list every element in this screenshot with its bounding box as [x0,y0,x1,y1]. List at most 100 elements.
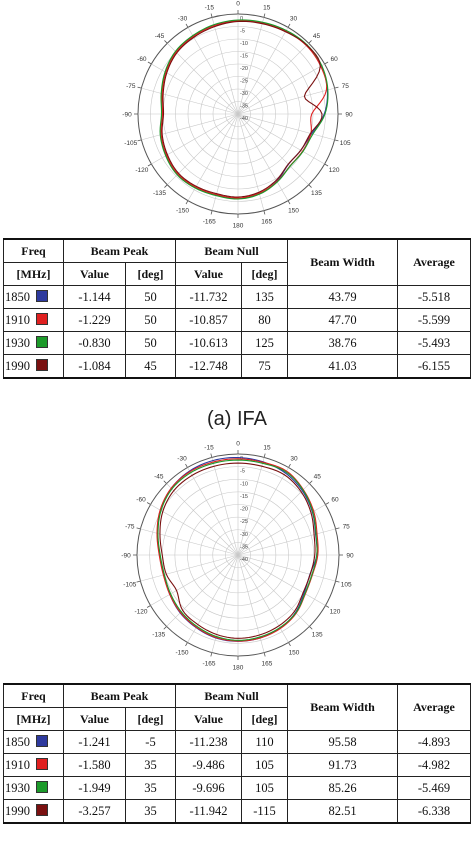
average-cell: -6.155 [397,354,471,379]
peak-value-cell: -1.229 [63,308,126,332]
polar-tick [185,463,188,468]
peak-deg-cell: 50 [125,308,176,332]
null-deg-cell: 105 [241,753,288,777]
angle-tick-label: 45 [314,473,322,480]
header-beam-peak: Beam Peak [63,683,176,708]
angle-tick-label: 180 [233,223,244,230]
angle-tick-label: 0 [236,1,240,8]
angle-tick-label: -135 [153,190,166,197]
peak-value-cell: -0.830 [63,331,126,355]
angle-tick-label: 15 [263,4,271,11]
color-swatch-red [36,312,48,325]
header-beam-null: Beam Null [175,238,288,263]
table-row: 1930 -1.949 35 -9.696 105 85.26 -5.469 [3,776,471,800]
color-swatch-green [36,335,48,348]
polar-grid-spoke [140,528,239,556]
polar-grid-spoke [237,554,289,643]
polar-grid-spoke [211,457,239,556]
peak-deg-cell: 50 [125,285,176,309]
angle-tick-label: 75 [342,83,350,90]
angle-tick-label: -120 [134,609,147,616]
polar-grid-spoke [141,87,239,115]
table-row: 1850 -1.144 50 -11.732 135 43.79 -5.518 [3,285,471,309]
polar-tick [335,527,340,530]
polar-tick [210,210,213,215]
average-cell: -5.599 [397,308,471,332]
header-beam-width: Beam Width [287,683,398,731]
color-swatch-red [36,757,48,770]
beam-width-cell: 47.70 [287,308,398,332]
angle-tick-label: -105 [124,140,137,147]
angle-tick-label: 120 [330,609,341,616]
angle-tick-label: -15 [204,444,214,451]
radial-tick-label: 0 [240,16,243,22]
peak-deg-cell: 35 [125,776,176,800]
table-row: 1910 -1.229 50 -10.857 80 47.70 -5.599 [3,308,471,332]
peak-value-cell: -1.580 [63,753,126,777]
freq-cell: 1930 [5,335,30,350]
null-value-cell: -10.857 [175,308,242,332]
null-deg-cell: 75 [241,354,288,379]
polar-grid-spoke [237,554,326,606]
radial-tick-label: -40 [240,116,248,122]
angle-tick-label: -75 [125,524,135,531]
average-cell: -6.338 [397,799,471,824]
radial-tick-label: -25 [240,79,248,85]
color-swatch-green [36,780,48,793]
beam-width-cell: 38.76 [287,331,398,355]
peak-value-cell: -1.084 [63,354,126,379]
freq-cell: 1990 [5,358,30,373]
radial-tick-label: -5 [240,29,245,35]
header-peak-value: Value [63,707,126,731]
freq-cell: 1850 [5,734,30,749]
null-value-cell: -9.486 [175,753,242,777]
polar-grid-spoke [237,113,325,165]
polar-tick [309,626,313,630]
beam-width-cell: 85.26 [287,776,398,800]
header-unit: [MHz] [3,707,64,731]
polar-grid-spoke [150,554,239,606]
polar-grid-spoke [237,528,336,556]
peak-deg-cell: 45 [125,354,176,379]
angle-tick-label: -60 [137,56,147,63]
polar-tick [185,23,189,28]
header-freq: Freq [3,238,64,263]
polar-grid-spoke [237,554,336,582]
polar-grid-spoke [237,113,309,185]
polar-tick [137,139,142,142]
peak-value-cell: -1.144 [63,285,126,309]
polar-tick [136,580,141,583]
polar-grid-spoke [237,457,265,556]
polar-tick [136,527,141,530]
polar-tick [309,480,313,484]
polar-tick [163,480,167,484]
null-deg-cell: 135 [241,285,288,309]
polar-tick [263,210,266,215]
freq-cell: 1850 [5,289,30,304]
header-freq: Freq [3,683,64,708]
angle-tick-label: 120 [329,167,340,174]
color-swatch-blue [36,289,48,302]
beam-width-cell: 95.58 [287,730,398,754]
angle-tick-label: 30 [290,15,298,22]
average-cell: -4.982 [397,753,471,777]
polar-grid-spoke [237,87,335,115]
polar-grid-spoke [166,483,239,556]
header-null-deg: [deg] [241,707,288,731]
angle-tick-label: 150 [288,208,299,215]
header-null-deg: [deg] [241,262,288,286]
polar-grid-spoke [187,554,239,643]
angle-tick-label: 105 [341,581,352,588]
angle-tick-label: -30 [178,15,188,22]
polar-tick [263,13,266,18]
header-average: Average [397,238,471,286]
polar-grid-spoke [237,113,289,201]
polar-tick [334,86,339,89]
polar-grid-spoke [187,467,239,556]
polar-grid-spoke [150,504,239,556]
average-cell: -5.518 [397,285,471,309]
header-null-value: Value [175,707,242,731]
polar-grid-spoke [151,63,239,115]
polar-grid-spoke [237,483,310,556]
header-beam-width: Beam Width [287,238,398,286]
